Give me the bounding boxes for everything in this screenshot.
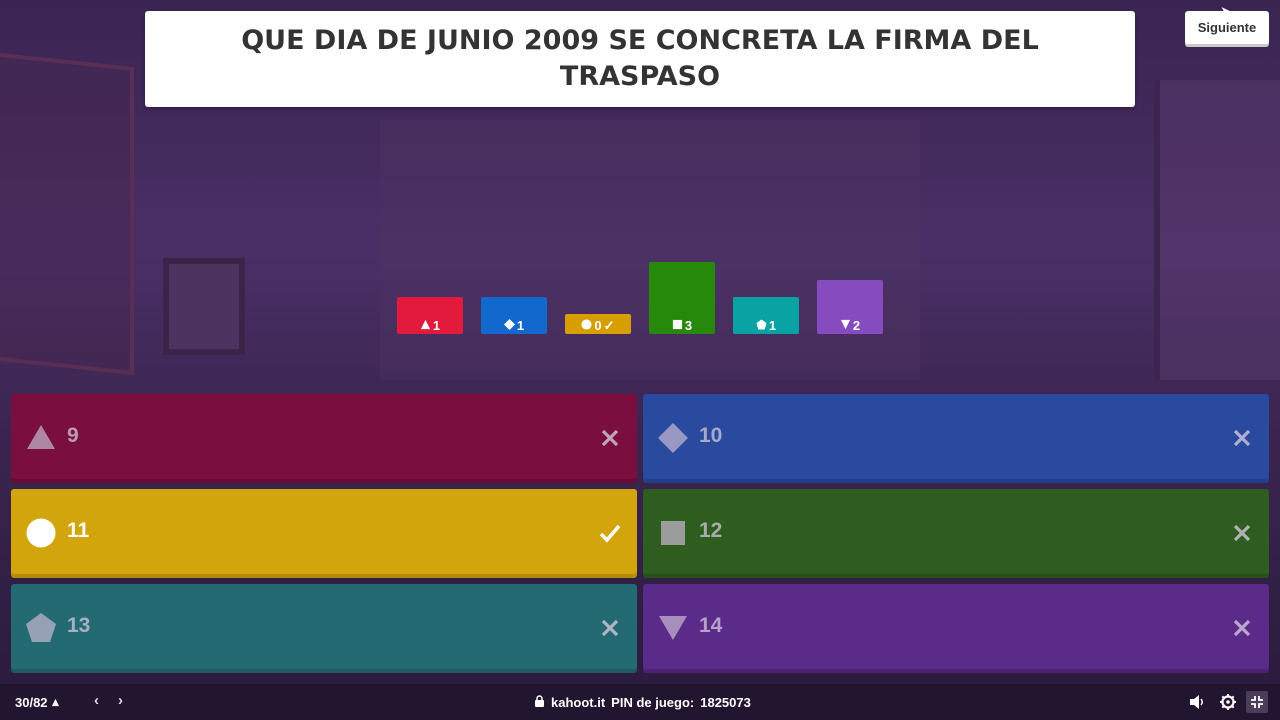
- result-count: 2: [852, 318, 861, 333]
- lock-icon: [534, 695, 545, 710]
- square-icon: [672, 318, 683, 333]
- answer-option-diamond[interactable]: 10: [643, 394, 1269, 483]
- down-triangle-icon: [657, 612, 689, 644]
- answer-label: 14: [699, 614, 723, 637]
- diamond-icon: [657, 422, 689, 454]
- pentagon-icon: [25, 612, 57, 644]
- result-bar-down-triangle: 2: [817, 280, 883, 334]
- result-count: 1: [432, 318, 441, 333]
- result-bar-pentagon: 1: [733, 297, 799, 334]
- background-window-right: [1154, 80, 1280, 380]
- check-icon: [599, 522, 621, 544]
- results-chart: 1 1 0 ✓ 3 1 2: [397, 262, 883, 334]
- pin-label: PIN de juego:: [611, 695, 695, 710]
- answer-option-down-triangle[interactable]: 14: [643, 584, 1269, 673]
- answer-label: 10: [699, 424, 723, 447]
- pentagon-icon: [756, 318, 767, 333]
- result-bar-circle: 0 ✓: [565, 314, 631, 334]
- result-count: 3: [684, 318, 693, 333]
- result-bar-triangle: 1: [397, 297, 463, 334]
- close-icon: [1231, 617, 1253, 639]
- question-title: QUE DIA DE JUNIO 2009 SE CONCRETA LA FIR…: [241, 25, 1039, 92]
- next-icon[interactable]: ›: [118, 692, 123, 709]
- answer-label: 12: [699, 519, 723, 542]
- close-icon: [1231, 427, 1253, 449]
- circle-icon: [25, 517, 57, 549]
- result-count: 1: [516, 318, 525, 333]
- result-count: 0: [594, 318, 602, 333]
- question-counter-text: 30/82: [15, 695, 48, 710]
- exit-fullscreen-icon[interactable]: [1246, 691, 1268, 713]
- answer-label: 13: [67, 614, 91, 637]
- question-box: QUE DIA DE JUNIO 2009 SE CONCRETA LA FIR…: [145, 11, 1135, 107]
- answer-option-circle[interactable]: 11: [11, 489, 637, 578]
- background-picture-frame: [163, 258, 245, 355]
- triangle-icon: [420, 318, 431, 333]
- close-icon: [599, 427, 621, 449]
- background-window: [0, 52, 134, 376]
- triangle-up-icon: [51, 695, 60, 710]
- background-shelf: [380, 120, 920, 380]
- footer-bar: 30/82 ‹ › kahoot.it PIN de juego: 182507…: [0, 684, 1280, 720]
- game-pin-info: kahoot.it PIN de juego: 1825073: [534, 695, 751, 710]
- answers-grid: 9 10 11 12 13 14: [11, 394, 1269, 674]
- site-url: kahoot.it: [551, 695, 606, 710]
- previous-icon[interactable]: ‹: [94, 692, 99, 709]
- result-count: 1: [768, 318, 777, 333]
- diamond-icon: [503, 318, 515, 333]
- volume-icon[interactable]: [1188, 693, 1206, 711]
- close-icon: [599, 617, 621, 639]
- question-counter[interactable]: 30/82: [15, 695, 60, 710]
- result-bar-diamond: 1: [481, 297, 547, 334]
- answer-label: 9: [67, 424, 79, 447]
- pin-value: 1825073: [700, 695, 751, 710]
- close-icon: [1231, 522, 1253, 544]
- result-bar-square: 3: [649, 262, 715, 334]
- answer-option-triangle[interactable]: 9: [11, 394, 637, 483]
- circle-icon: [581, 318, 592, 333]
- down-triangle-icon: [840, 318, 851, 333]
- square-icon: [657, 517, 689, 549]
- triangle-icon: [25, 422, 57, 454]
- settings-gear-icon[interactable]: [1219, 693, 1237, 711]
- check-icon: ✓: [603, 317, 615, 333]
- mouse-cursor-icon: ➤: [1220, 4, 1232, 20]
- answer-label: 11: [67, 519, 90, 542]
- answer-option-square[interactable]: 12: [643, 489, 1269, 578]
- next-button[interactable]: Siguiente: [1185, 11, 1269, 44]
- answer-option-pentagon[interactable]: 13: [11, 584, 637, 673]
